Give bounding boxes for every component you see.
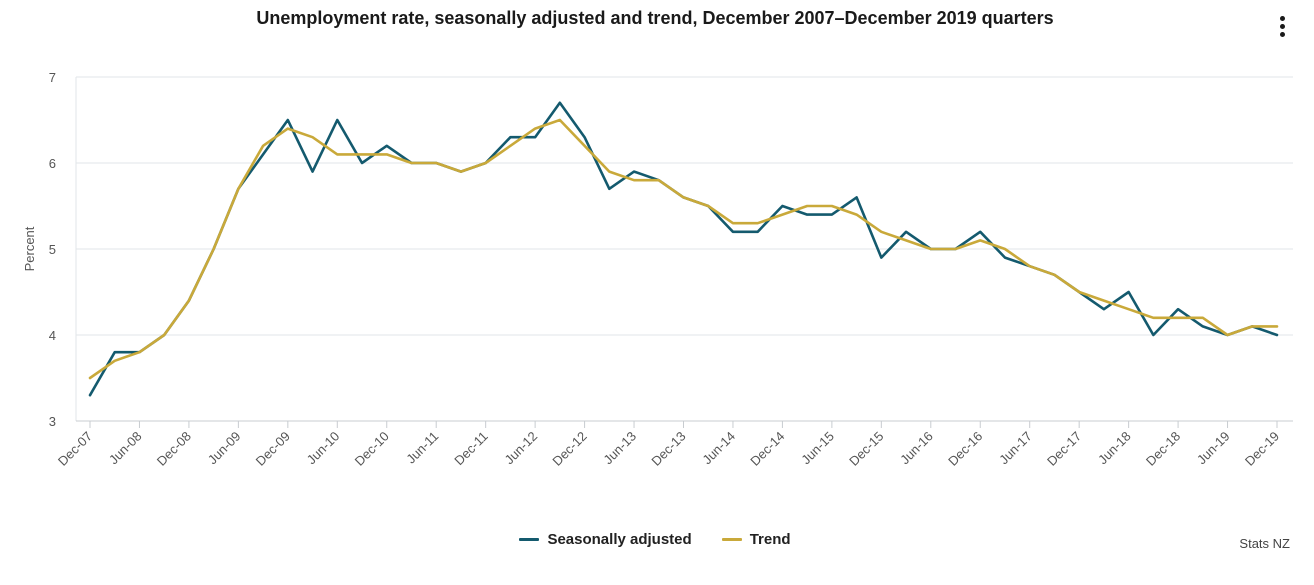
legend-item-trend[interactable]: Trend: [721, 531, 791, 548]
vertical-ellipsis-icon-dot: [1280, 32, 1285, 37]
x-tick-label: Jun-08: [106, 429, 145, 468]
legend-item-seasonally-adjusted[interactable]: Seasonally adjusted: [519, 531, 692, 548]
legend-label-trend: Trend: [749, 531, 791, 548]
x-tick-label: Jun-12: [502, 429, 541, 468]
x-tick-label: Dec-11: [451, 429, 491, 469]
x-tick-label: Jun-15: [798, 429, 837, 468]
y-tick-label: 4: [49, 328, 56, 343]
x-tick-label: Jun-09: [205, 429, 244, 468]
x-tick-label: Dec-19: [1242, 429, 1282, 469]
legend-swatch-trend: [721, 538, 742, 541]
x-tick-label: Jun-19: [1194, 429, 1233, 468]
legend-label-seasonally-adjusted: Seasonally adjusted: [547, 531, 692, 548]
vertical-ellipsis-icon: [1280, 16, 1285, 21]
chart-title: Unemployment rate, seasonally adjusted a…: [256, 8, 1054, 28]
series-line-trend: [88, 118, 1279, 380]
x-tick-label: Dec-07: [55, 429, 95, 469]
x-tick-label: Jun-10: [304, 429, 343, 468]
x-tick-label: Dec-18: [1143, 429, 1183, 469]
x-tick-label: Dec-14: [747, 429, 787, 469]
source-credit: Stats NZ: [1239, 536, 1290, 551]
x-tick-label: Dec-15: [846, 429, 886, 469]
vertical-ellipsis-icon-dot: [1280, 24, 1285, 29]
x-tick-label: Jun-14: [699, 429, 738, 468]
x-tick-label: Dec-10: [352, 429, 392, 469]
chart-gridlines: [76, 76, 1293, 422]
x-tick-label: Dec-08: [154, 429, 194, 469]
x-tick-label: Dec-09: [253, 429, 293, 469]
chart-legend: Seasonally adjusted Trend: [0, 531, 1310, 548]
y-axis-ticks: 3 4 5 6 7: [49, 70, 56, 429]
x-tick-label: Jun-16: [897, 429, 936, 468]
x-tick-label: Dec-17: [1044, 429, 1084, 469]
x-tick-label: Jun-17: [996, 429, 1035, 468]
x-tick-label: Dec-16: [945, 429, 985, 469]
chart-menu-button[interactable]: [1276, 14, 1290, 40]
x-tick-label: Dec-13: [648, 429, 688, 469]
x-tick-label: Jun-13: [600, 429, 639, 468]
y-tick-label: 5: [49, 242, 56, 257]
y-axis-title: Percent: [22, 226, 37, 271]
x-tick-label: Dec-12: [549, 429, 589, 469]
x-tick-label: Jun-11: [403, 429, 441, 467]
x-tick-label: Jun-18: [1095, 429, 1134, 468]
x-axis-ticks: Dec-07 Jun-08 Dec-08 Jun-09 Dec-09 Jun-10 Dec-…: [55, 421, 1282, 469]
legend-swatch-seasonally-adjusted: [519, 538, 540, 541]
y-tick-label: 6: [49, 156, 56, 171]
y-tick-label: 3: [49, 414, 56, 429]
chart-axes: [75, 77, 1293, 422]
y-tick-label: 7: [49, 70, 56, 85]
chart-series: [88, 101, 1279, 397]
